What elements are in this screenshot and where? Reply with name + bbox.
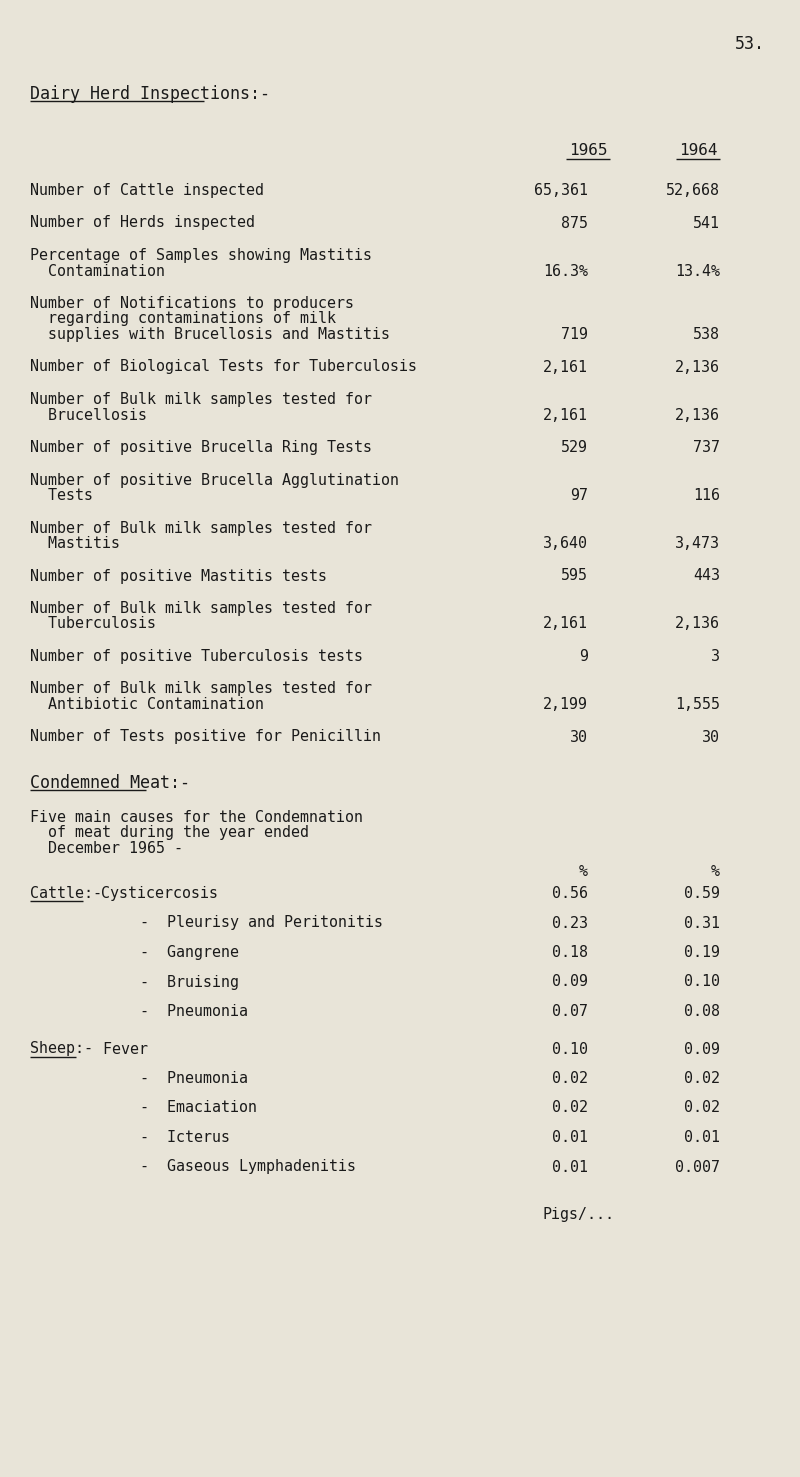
Text: 3: 3	[711, 648, 720, 665]
Text: -  Bruising: - Bruising	[140, 975, 239, 990]
Text: -  Emaciation: - Emaciation	[140, 1100, 257, 1115]
Text: Number of positive Tuberculosis tests: Number of positive Tuberculosis tests	[30, 648, 363, 665]
Text: 3,640: 3,640	[543, 536, 588, 551]
Text: 30: 30	[570, 730, 588, 744]
Text: Number of Notifications to producers: Number of Notifications to producers	[30, 295, 354, 312]
Text: 0.09: 0.09	[552, 975, 588, 990]
Text: Number of Bulk milk samples tested for: Number of Bulk milk samples tested for	[30, 391, 372, 408]
Text: 2,136: 2,136	[675, 408, 720, 422]
Text: 16.3%: 16.3%	[543, 263, 588, 279]
Text: 13.4%: 13.4%	[675, 263, 720, 279]
Text: 0.007: 0.007	[675, 1159, 720, 1174]
Text: of meat during the year ended: of meat during the year ended	[30, 826, 309, 840]
Text: Number of Biological Tests for Tuberculosis: Number of Biological Tests for Tuberculo…	[30, 359, 417, 375]
Text: Mastitis: Mastitis	[30, 536, 120, 551]
Text: 1,555: 1,555	[675, 697, 720, 712]
Text: 97: 97	[570, 487, 588, 504]
Text: Five main causes for the Condemnation: Five main causes for the Condemnation	[30, 809, 363, 826]
Text: Condemned Meat:-: Condemned Meat:-	[30, 774, 190, 792]
Text: 443: 443	[693, 569, 720, 583]
Text: -  Pleurisy and Peritonitis: - Pleurisy and Peritonitis	[140, 916, 383, 931]
Text: 0.07: 0.07	[552, 1004, 588, 1019]
Text: 3,473: 3,473	[675, 536, 720, 551]
Text: 65,361: 65,361	[534, 183, 588, 198]
Text: 1965: 1965	[569, 143, 607, 158]
Text: 0.01: 0.01	[684, 1130, 720, 1145]
Text: 52,668: 52,668	[666, 183, 720, 198]
Text: Contamination: Contamination	[30, 263, 165, 279]
Text: 2,161: 2,161	[543, 616, 588, 632]
Text: Number of positive Brucella Agglutination: Number of positive Brucella Agglutinatio…	[30, 473, 399, 487]
Text: 719: 719	[561, 326, 588, 343]
Text: 0.56: 0.56	[552, 886, 588, 901]
Text: 0.31: 0.31	[684, 916, 720, 931]
Text: 53.: 53.	[735, 35, 765, 53]
Text: Number of positive Mastitis tests: Number of positive Mastitis tests	[30, 569, 327, 583]
Text: 2,161: 2,161	[543, 359, 588, 375]
Text: Number of Cattle inspected: Number of Cattle inspected	[30, 183, 264, 198]
Text: 30: 30	[702, 730, 720, 744]
Text: 2,136: 2,136	[675, 616, 720, 632]
Text: Cysticercosis: Cysticercosis	[83, 886, 218, 901]
Text: Percentage of Samples showing Mastitis: Percentage of Samples showing Mastitis	[30, 248, 372, 263]
Text: 0.08: 0.08	[684, 1004, 720, 1019]
Text: 875: 875	[561, 216, 588, 230]
Text: 0.02: 0.02	[684, 1071, 720, 1086]
Text: -  Gangrene: - Gangrene	[140, 945, 239, 960]
Text: 0.59: 0.59	[684, 886, 720, 901]
Text: Number of Tests positive for Penicillin: Number of Tests positive for Penicillin	[30, 730, 381, 744]
Text: December 1965 -: December 1965 -	[30, 840, 183, 857]
Text: Tuberculosis: Tuberculosis	[30, 616, 156, 632]
Text: 538: 538	[693, 326, 720, 343]
Text: 0.02: 0.02	[552, 1071, 588, 1086]
Text: 2,199: 2,199	[543, 697, 588, 712]
Text: 541: 541	[693, 216, 720, 230]
Text: Dairy Herd Inspections:-: Dairy Herd Inspections:-	[30, 86, 270, 103]
Text: Brucellosis: Brucellosis	[30, 408, 147, 422]
Text: -  Gaseous Lymphadenitis: - Gaseous Lymphadenitis	[140, 1159, 356, 1174]
Text: 0.09: 0.09	[684, 1041, 720, 1056]
Text: -  Pneumonia: - Pneumonia	[140, 1071, 248, 1086]
Text: Fever: Fever	[76, 1041, 148, 1056]
Text: supplies with Brucellosis and Mastitis: supplies with Brucellosis and Mastitis	[30, 326, 390, 343]
Text: Number of positive Brucella Ring Tests: Number of positive Brucella Ring Tests	[30, 440, 372, 455]
Text: Pigs/...: Pigs/...	[542, 1207, 614, 1221]
Text: Number of Herds inspected: Number of Herds inspected	[30, 216, 255, 230]
Text: 0.02: 0.02	[684, 1100, 720, 1115]
Text: 9: 9	[579, 648, 588, 665]
Text: 1964: 1964	[678, 143, 718, 158]
Text: Number of Bulk milk samples tested for: Number of Bulk milk samples tested for	[30, 681, 372, 697]
Text: 0.19: 0.19	[684, 945, 720, 960]
Text: -  Pneumonia: - Pneumonia	[140, 1004, 248, 1019]
Text: %: %	[579, 864, 588, 879]
Text: 595: 595	[561, 569, 588, 583]
Text: 0.01: 0.01	[552, 1159, 588, 1174]
Text: Sheep:-: Sheep:-	[30, 1041, 93, 1056]
Text: Number of Bulk milk samples tested for: Number of Bulk milk samples tested for	[30, 601, 372, 616]
Text: 0.18: 0.18	[552, 945, 588, 960]
Text: 0.01: 0.01	[552, 1130, 588, 1145]
Text: Antibiotic Contamination: Antibiotic Contamination	[30, 697, 264, 712]
Text: Number of Bulk milk samples tested for: Number of Bulk milk samples tested for	[30, 520, 372, 536]
Text: regarding contaminations of milk: regarding contaminations of milk	[30, 312, 336, 326]
Text: 116: 116	[693, 487, 720, 504]
Text: 0.10: 0.10	[552, 1041, 588, 1056]
Text: 0.10: 0.10	[684, 975, 720, 990]
Text: 2,136: 2,136	[675, 359, 720, 375]
Text: Cattle:-: Cattle:-	[30, 886, 102, 901]
Text: -  Icterus: - Icterus	[140, 1130, 230, 1145]
Text: 529: 529	[561, 440, 588, 455]
Text: 2,161: 2,161	[543, 408, 588, 422]
Text: 737: 737	[693, 440, 720, 455]
Text: %: %	[711, 864, 720, 879]
Text: Tests: Tests	[30, 487, 93, 504]
Text: 0.23: 0.23	[552, 916, 588, 931]
Text: 0.02: 0.02	[552, 1100, 588, 1115]
